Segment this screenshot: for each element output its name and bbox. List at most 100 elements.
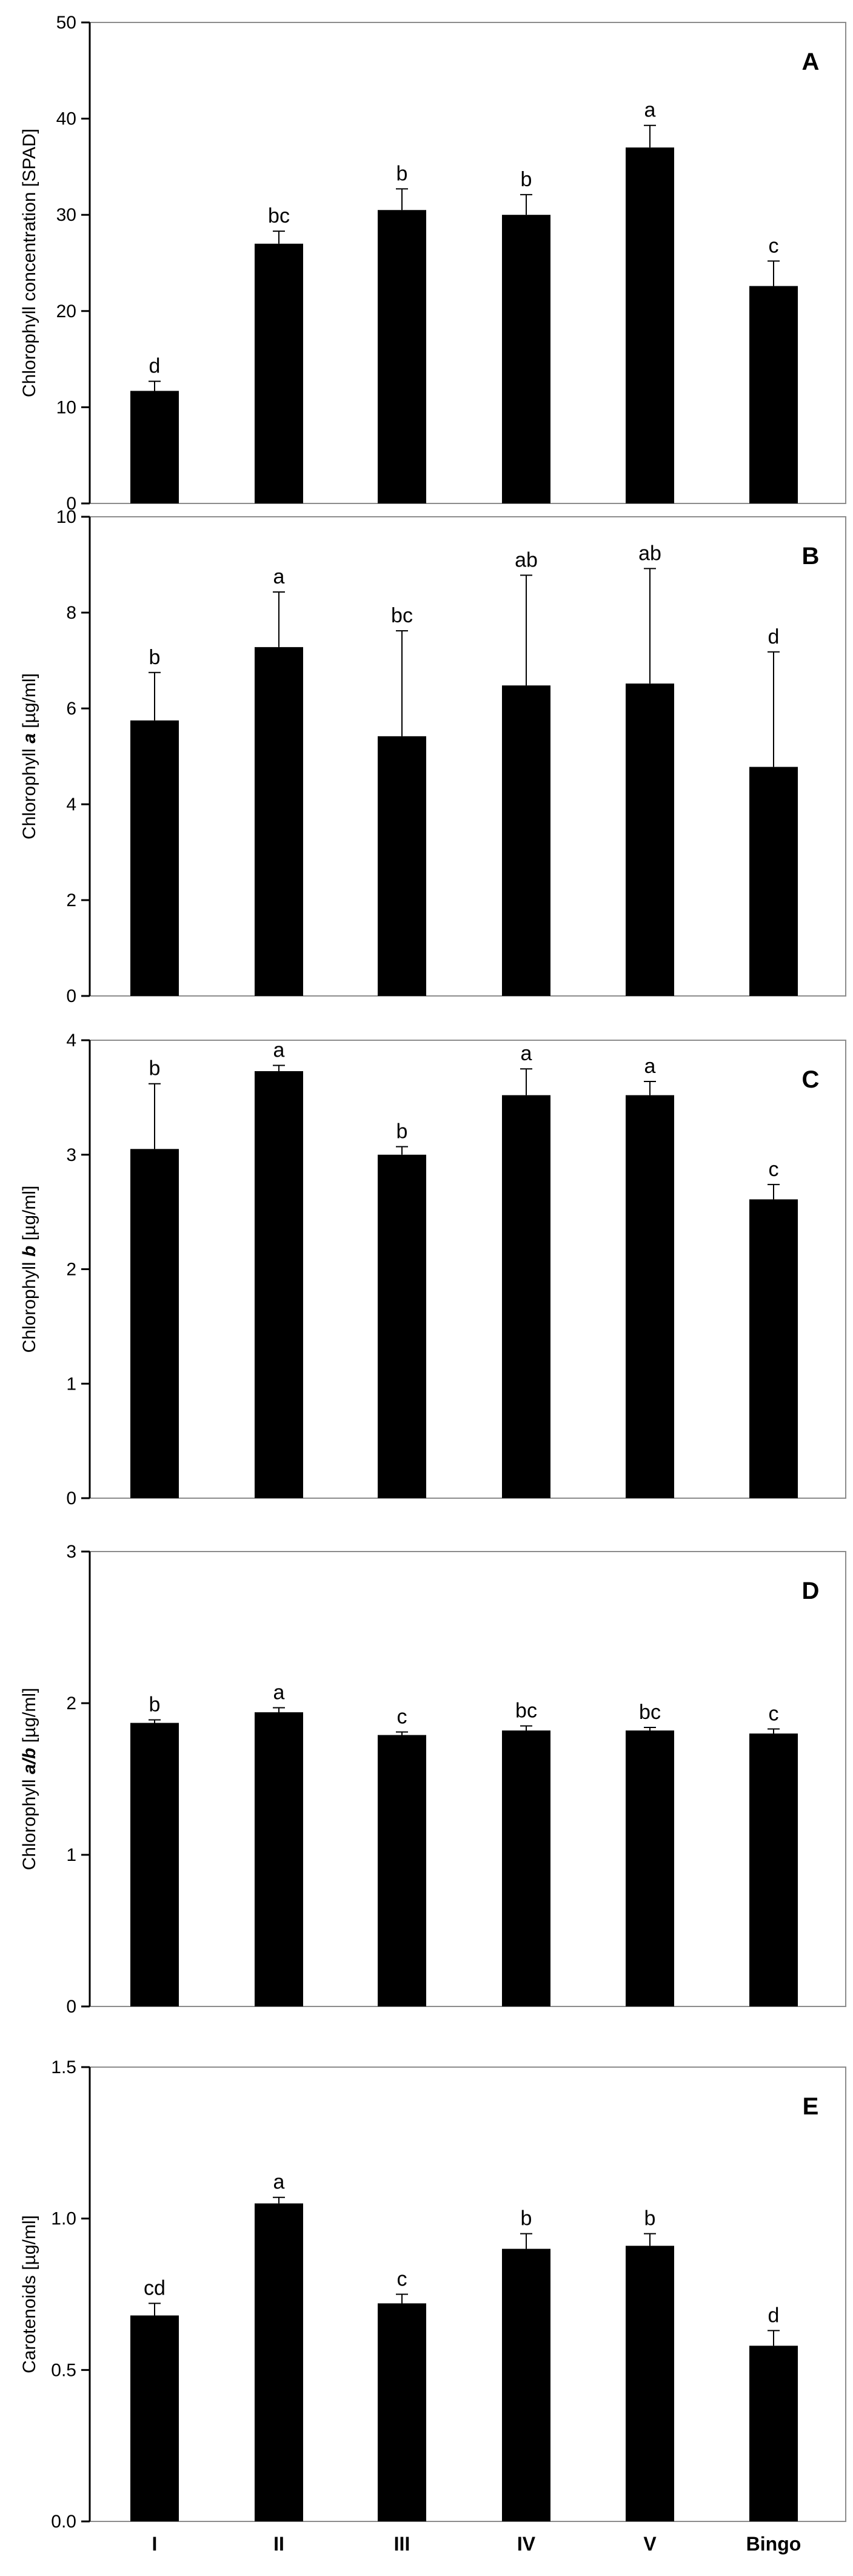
y-tick-label: 0.0 <box>51 2512 76 2532</box>
y-tick-label: 0 <box>66 1488 76 1508</box>
y-axis-label-part: a/b <box>19 1748 39 1774</box>
y-tick-label: 30 <box>56 205 76 225</box>
y-axis-label: Carotenoids [µg/ml] <box>19 2215 39 2373</box>
significance-label: c <box>769 234 779 257</box>
y-tick-label: 40 <box>56 109 76 129</box>
bar <box>130 391 179 503</box>
y-tick-label: 8 <box>66 603 76 623</box>
significance-label: a <box>273 2171 285 2194</box>
bar <box>255 647 303 996</box>
y-axis-label-part: a <box>19 733 39 744</box>
bar <box>255 1071 303 1498</box>
chart-panel-a: 0 10 20 30 40 50 Chlorophyll concentration [SP… <box>19 13 846 514</box>
y-tick-label: 0.5 <box>51 2360 76 2380</box>
bar <box>378 1735 426 2006</box>
y-tick-label: 4 <box>66 795 76 815</box>
bar <box>749 767 798 996</box>
plot-frame <box>89 1040 846 1499</box>
bar <box>502 2248 550 2521</box>
significance-label: b <box>521 2207 532 2230</box>
y-tick-label: 3 <box>66 1145 76 1165</box>
bar <box>378 2303 426 2521</box>
bar <box>130 1723 179 2006</box>
bar <box>749 1734 798 2006</box>
plot-frame <box>89 516 846 997</box>
significance-label: cd <box>144 2276 166 2299</box>
significance-label: d <box>768 2304 780 2327</box>
y-tick-label: 2 <box>66 1260 76 1280</box>
significance-label: d <box>768 625 780 648</box>
bar <box>502 1730 550 2006</box>
significance-label: bc <box>515 1700 537 1723</box>
significance-label: b <box>396 162 408 185</box>
significance-label: c <box>769 1158 779 1181</box>
y-axis-label-part: [µg/ml] <box>19 673 39 733</box>
bar <box>378 1154 426 1498</box>
significance-label: a <box>521 1042 532 1065</box>
bar <box>749 1199 798 1498</box>
significance-label: b <box>149 646 161 669</box>
y-tick-label: 10 <box>56 397 76 417</box>
bar <box>255 2203 303 2521</box>
y-tick-label: 0 <box>66 494 76 514</box>
chart-panel-b: 0 2 4 6 8 10 Chlorophyll a [µg/ml] Bb a bc ab ab d <box>19 507 846 1006</box>
significance-label: a <box>644 99 656 122</box>
significance-label: ab <box>515 548 538 571</box>
panel-letter: A <box>802 49 820 75</box>
y-tick-label: 2 <box>66 1693 76 1713</box>
y-axis-label: Chlorophyll a/b [µg/ml] <box>19 1688 39 1871</box>
x-tick-label: I <box>152 2533 158 2555</box>
bar <box>255 1712 303 2006</box>
significance-label: a <box>644 1055 656 1078</box>
y-tick-label: 0 <box>66 1997 76 2017</box>
y-tick-label: 20 <box>56 301 76 321</box>
y-tick-label: 10 <box>56 507 76 527</box>
significance-label: d <box>149 355 161 378</box>
bar <box>626 1730 674 2006</box>
significance-label: b <box>149 1057 161 1080</box>
y-tick-label: 1 <box>66 1374 76 1394</box>
plot-frame <box>89 2067 846 2522</box>
y-tick-label: 6 <box>66 699 76 719</box>
bar <box>626 147 674 503</box>
bar <box>378 736 426 996</box>
significance-label: bc <box>391 604 413 627</box>
x-tick-label: IV <box>517 2533 536 2555</box>
chart-panel-e: 0.0 0.5 1.0 1.5 Carotenoids [µg/ml] Ecd a c b b d <box>19 2057 846 2532</box>
y-axis-label-part: [µg/ml] <box>19 1688 39 1748</box>
y-axis-label-part: Chlorophyll concentration [SPAD] <box>19 129 39 397</box>
y-tick-label: 1.0 <box>51 2209 76 2229</box>
bar <box>626 2245 674 2521</box>
significance-label: a <box>273 565 285 588</box>
panel-letter: B <box>802 543 820 570</box>
bar <box>502 1095 550 1498</box>
panel-letter: E <box>803 2093 819 2120</box>
significance-label: b <box>521 168 532 191</box>
plot-frame <box>89 1551 846 2007</box>
bar <box>749 286 798 503</box>
chart-panel-d: 0 1 2 3 Chlorophyll a/b [µg/ml] Db a c bc bc c <box>19 1542 846 2017</box>
x-axis-categories: I II III IV V Bingo <box>152 2533 801 2555</box>
plot-frame <box>89 22 846 504</box>
y-axis-label-part: Chlorophyll <box>19 744 39 839</box>
bar <box>626 683 674 996</box>
y-axis-label-part: [µg/ml] <box>19 1186 39 1246</box>
significance-label: bc <box>268 204 290 227</box>
x-tick-label: III <box>394 2533 410 2555</box>
bar <box>502 685 550 996</box>
bar <box>378 210 426 503</box>
significance-label: c <box>397 2268 407 2291</box>
bar <box>130 1149 179 1498</box>
y-tick-label: 0 <box>66 986 76 1006</box>
x-tick-label: II <box>273 2533 284 2555</box>
y-axis-label-part: Chlorophyll <box>19 1257 39 1353</box>
y-tick-label: 1.5 <box>51 2057 76 2077</box>
x-tick-label: V <box>643 2533 657 2555</box>
y-axis-label-part: Chlorophyll <box>19 1774 39 1870</box>
bar <box>255 243 303 503</box>
y-axis-label-part: b <box>19 1246 39 1257</box>
y-axis-label: Chlorophyll b [µg/ml] <box>19 1186 39 1353</box>
significance-label: b <box>644 2207 656 2230</box>
panel-letter: D <box>802 1578 820 1604</box>
